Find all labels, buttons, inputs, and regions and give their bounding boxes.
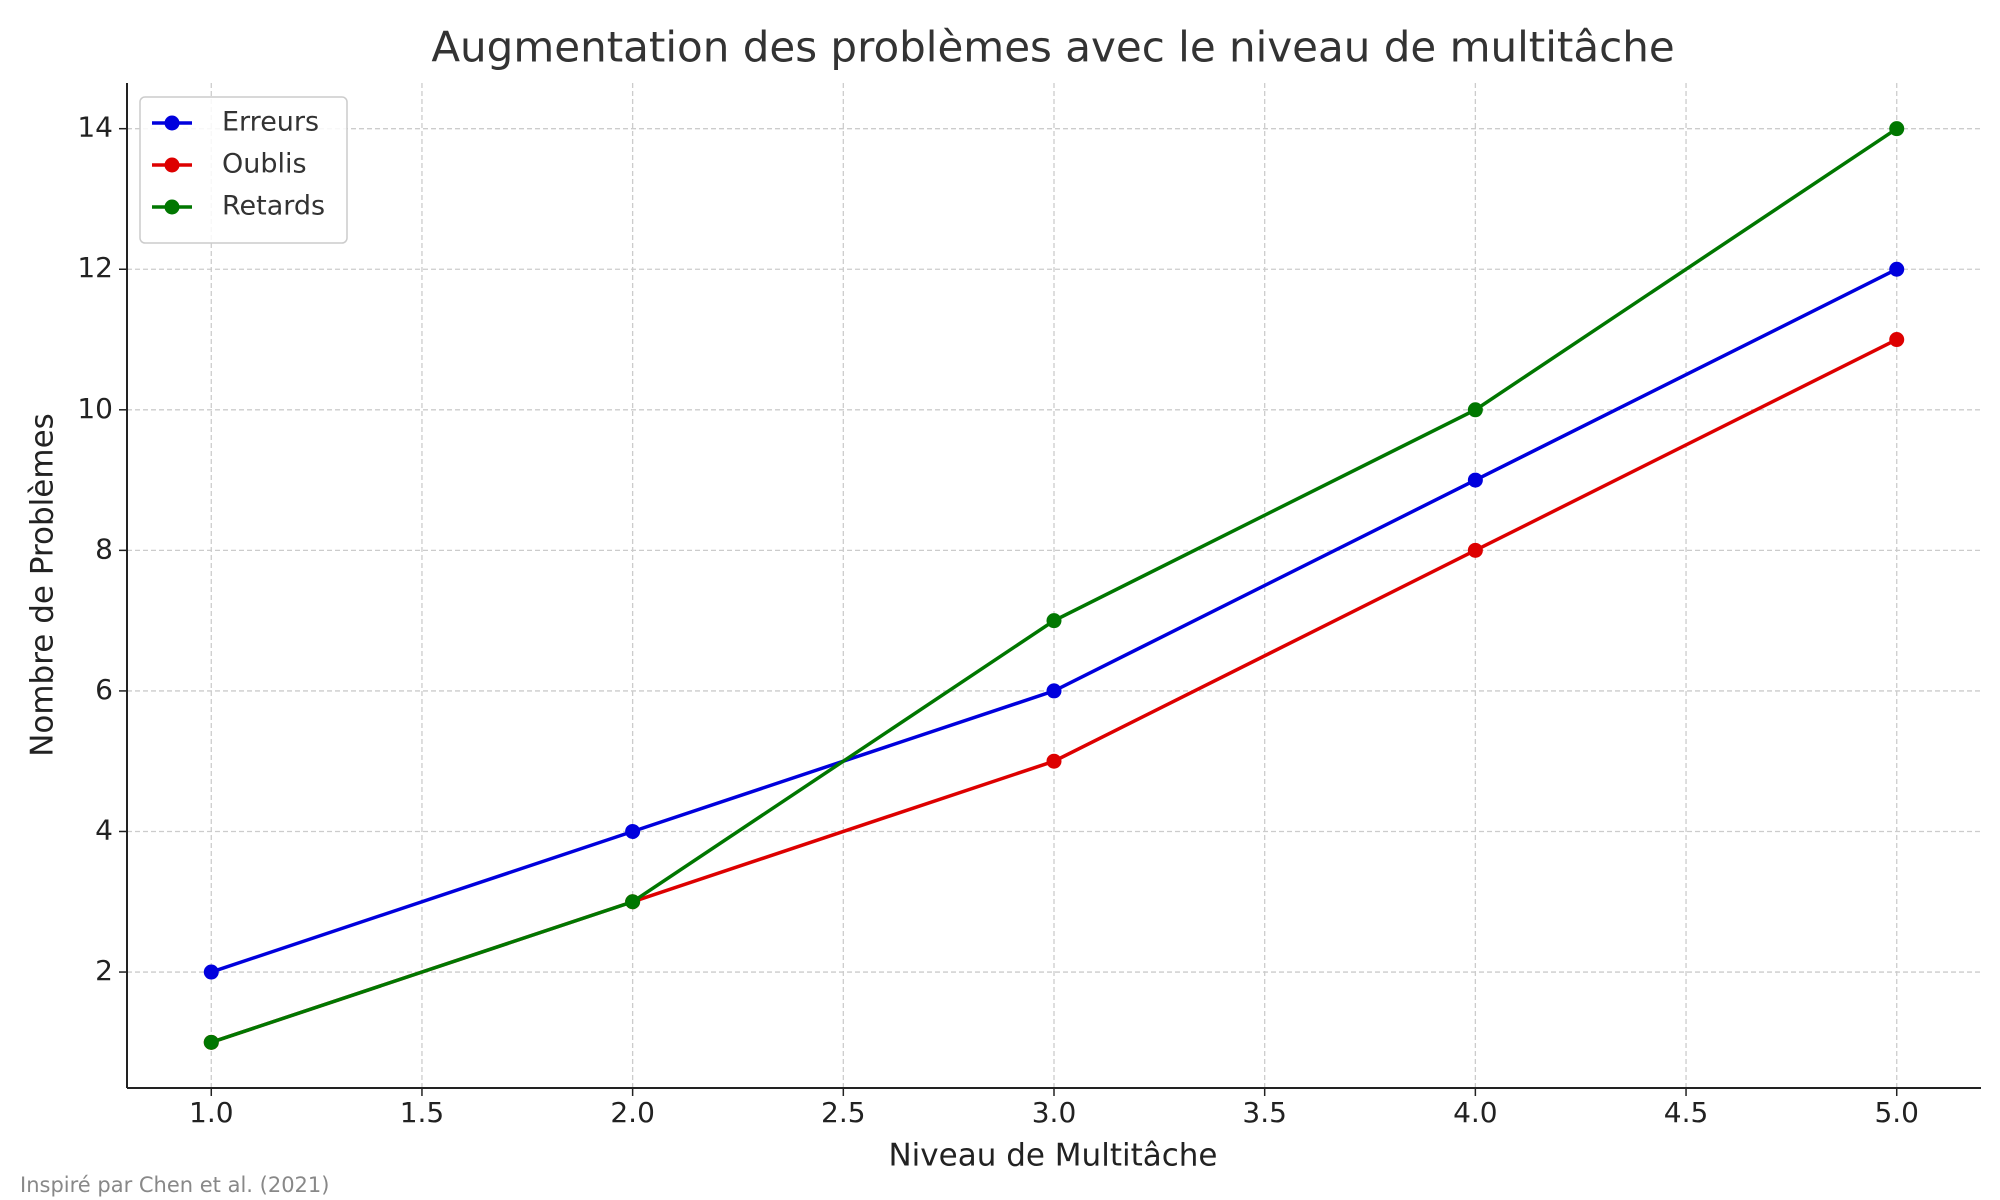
data-point bbox=[203, 964, 219, 980]
x-tick-label: 3.5 bbox=[1242, 1096, 1287, 1129]
y-tick-label: 12 bbox=[77, 251, 113, 284]
x-tick-label: 2.0 bbox=[610, 1096, 655, 1129]
y-tick-label: 8 bbox=[95, 532, 113, 565]
x-tick-label: 4.0 bbox=[1453, 1096, 1498, 1129]
data-point bbox=[203, 1034, 219, 1050]
chart-title: Augmentation des problèmes avec le nivea… bbox=[431, 23, 1674, 72]
data-point bbox=[1467, 472, 1483, 488]
y-tick-label: 14 bbox=[77, 111, 113, 144]
footnote: Inspiré par Chen et al. (2021) bbox=[20, 1173, 329, 1197]
x-tick-label: 1.5 bbox=[400, 1096, 445, 1129]
data-point bbox=[1889, 332, 1905, 348]
y-tick-label: 2 bbox=[95, 954, 113, 987]
data-point bbox=[1046, 683, 1062, 699]
data-point bbox=[1467, 542, 1483, 558]
legend-label: Oublis bbox=[222, 149, 307, 180]
data-point bbox=[1467, 402, 1483, 418]
x-axis-label: Niveau de Multitâche bbox=[888, 1138, 1217, 1174]
legend-marker bbox=[164, 199, 180, 215]
x-tick-label: 3.0 bbox=[1032, 1096, 1077, 1129]
legend-marker bbox=[164, 115, 180, 131]
y-axis-label: Nombre de Problèmes bbox=[25, 413, 61, 757]
legend-label: Erreurs bbox=[222, 107, 319, 138]
legend-label: Retards bbox=[222, 191, 325, 222]
legend: Erreurs Oublis Retards bbox=[139, 96, 348, 244]
data-point bbox=[1889, 121, 1905, 137]
data-point bbox=[1889, 261, 1905, 277]
y-tick-label: 10 bbox=[77, 392, 113, 425]
legend-marker bbox=[164, 157, 180, 173]
data-point bbox=[625, 823, 641, 839]
data-point bbox=[1046, 613, 1062, 629]
data-point bbox=[1046, 753, 1062, 769]
x-tick-label: 2.5 bbox=[821, 1096, 866, 1129]
y-tick-label: 4 bbox=[95, 813, 113, 846]
data-point bbox=[625, 894, 641, 910]
x-tick-label: 5.0 bbox=[1874, 1096, 1919, 1129]
x-tick-label: 4.5 bbox=[1664, 1096, 1709, 1129]
x-tick-label: 1.0 bbox=[189, 1096, 234, 1129]
y-tick-label: 6 bbox=[95, 673, 113, 706]
